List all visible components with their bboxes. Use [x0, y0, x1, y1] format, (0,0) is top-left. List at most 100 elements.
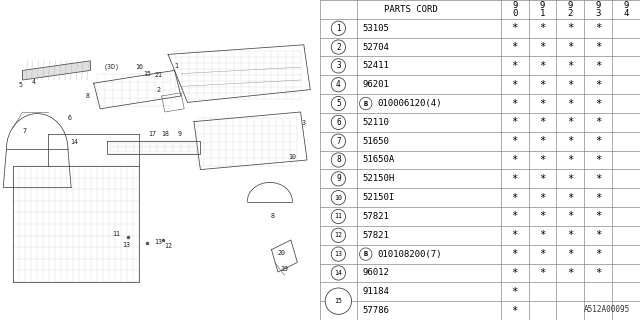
Text: 9: 9: [336, 174, 340, 183]
Text: 11: 11: [334, 213, 342, 220]
Text: 8: 8: [85, 93, 89, 99]
Text: *: *: [540, 193, 546, 203]
Text: 52150I: 52150I: [362, 193, 395, 202]
Circle shape: [360, 248, 372, 260]
Text: *: *: [540, 42, 546, 52]
Text: 4: 4: [336, 80, 340, 89]
Text: 15: 15: [334, 298, 342, 304]
Text: 17: 17: [148, 132, 156, 137]
Text: *: *: [567, 136, 573, 146]
Text: 5: 5: [19, 82, 23, 88]
Text: 18: 18: [161, 132, 169, 137]
Text: *: *: [511, 212, 518, 221]
Text: 14: 14: [70, 140, 78, 145]
Text: 9
4: 9 4: [623, 1, 628, 18]
Text: *: *: [511, 117, 518, 127]
Text: 91184: 91184: [362, 287, 389, 296]
Text: (3D): (3D): [104, 64, 120, 70]
Text: *: *: [567, 117, 573, 127]
Text: *: *: [595, 212, 602, 221]
Text: *: *: [567, 80, 573, 90]
Text: *: *: [595, 61, 602, 71]
Text: *: *: [595, 193, 602, 203]
Text: 9
1: 9 1: [540, 1, 545, 18]
Circle shape: [332, 21, 346, 36]
Text: *: *: [567, 249, 573, 259]
Text: *: *: [540, 23, 546, 33]
Text: 3: 3: [302, 120, 306, 126]
Text: *: *: [595, 268, 602, 278]
Text: *: *: [567, 61, 573, 71]
Text: *: *: [595, 42, 602, 52]
Text: 13: 13: [334, 251, 342, 257]
Text: *: *: [567, 155, 573, 165]
Text: 8: 8: [271, 213, 275, 219]
Text: 96201: 96201: [362, 80, 389, 89]
Text: 3: 3: [336, 61, 340, 70]
Circle shape: [332, 40, 346, 54]
Text: *: *: [511, 306, 518, 316]
Text: 52411: 52411: [362, 61, 389, 70]
Text: 2: 2: [156, 87, 161, 92]
Text: *: *: [511, 249, 518, 259]
Text: *: *: [511, 268, 518, 278]
Circle shape: [332, 134, 346, 148]
Polygon shape: [22, 61, 90, 80]
Text: 010108200(7): 010108200(7): [378, 250, 442, 259]
Text: 52150H: 52150H: [362, 174, 395, 183]
Text: *: *: [511, 23, 518, 33]
Text: 2: 2: [336, 43, 340, 52]
Text: 9
3: 9 3: [596, 1, 601, 18]
Text: 10: 10: [289, 154, 296, 160]
Text: *: *: [595, 174, 602, 184]
Text: 57821: 57821: [362, 231, 389, 240]
Text: *: *: [511, 80, 518, 90]
Text: 7: 7: [336, 137, 340, 146]
Text: A512A00095: A512A00095: [584, 305, 630, 314]
Text: *: *: [567, 174, 573, 184]
Text: *: *: [567, 193, 573, 203]
Circle shape: [332, 228, 346, 243]
Text: *: *: [540, 80, 546, 90]
Text: *: *: [511, 230, 518, 240]
Circle shape: [332, 96, 346, 111]
Text: *: *: [540, 230, 546, 240]
Text: 96012: 96012: [362, 268, 389, 277]
Text: *: *: [567, 230, 573, 240]
Text: *: *: [540, 268, 546, 278]
Text: *: *: [511, 136, 518, 146]
Text: 51650: 51650: [362, 137, 389, 146]
Circle shape: [332, 266, 346, 280]
Text: 20: 20: [277, 250, 285, 256]
Text: B: B: [364, 251, 368, 257]
Text: 52704: 52704: [362, 43, 389, 52]
Text: 9
0: 9 0: [512, 1, 517, 18]
Text: 57821: 57821: [362, 212, 389, 221]
Text: 1: 1: [174, 63, 178, 68]
Text: 10: 10: [334, 195, 342, 201]
Text: *: *: [540, 212, 546, 221]
Text: 16: 16: [135, 64, 143, 70]
Text: 6: 6: [67, 116, 72, 121]
Text: *: *: [567, 23, 573, 33]
Text: 4: 4: [32, 79, 36, 84]
Text: *: *: [595, 23, 602, 33]
Text: *: *: [595, 249, 602, 259]
Text: 14: 14: [334, 270, 342, 276]
Text: *: *: [540, 249, 546, 259]
Text: 51650A: 51650A: [362, 156, 395, 164]
Text: 6: 6: [336, 118, 340, 127]
Text: *: *: [511, 193, 518, 203]
Text: *: *: [540, 61, 546, 71]
Text: *: *: [511, 99, 518, 108]
Circle shape: [332, 153, 346, 167]
Text: 15: 15: [143, 71, 151, 76]
Text: 5: 5: [336, 99, 340, 108]
Text: *: *: [595, 117, 602, 127]
Text: 12: 12: [164, 244, 172, 249]
Text: 9
2: 9 2: [568, 1, 573, 18]
Text: *: *: [567, 268, 573, 278]
Text: *: *: [511, 42, 518, 52]
Text: *: *: [511, 61, 518, 71]
Text: *: *: [540, 117, 546, 127]
